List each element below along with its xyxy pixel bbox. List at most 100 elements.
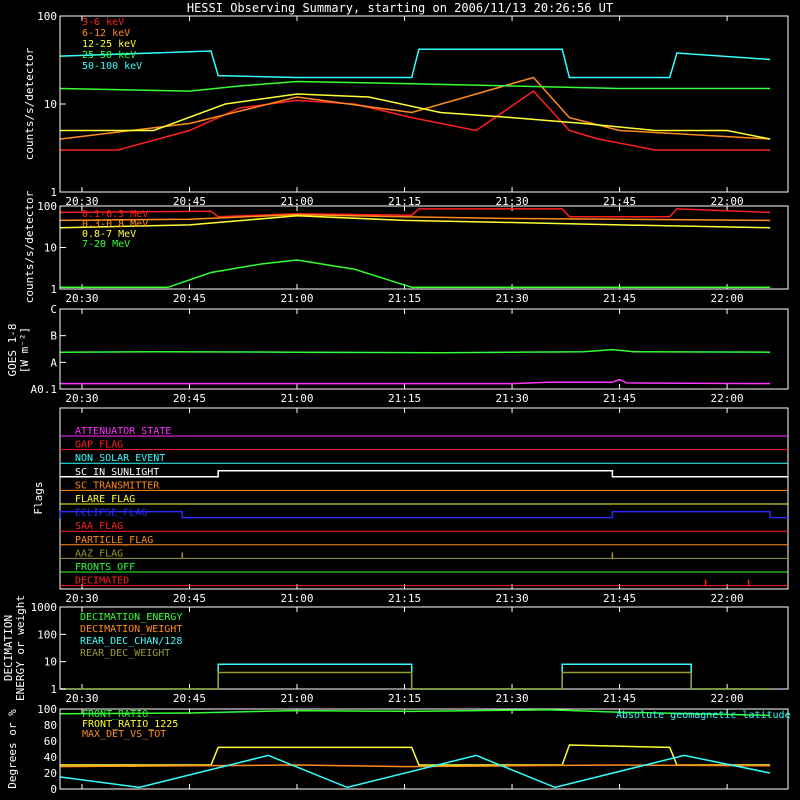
y-tick-label: A xyxy=(50,356,57,369)
y-tick-label: 1 xyxy=(50,186,57,199)
series-line-0-8-7-mev xyxy=(60,215,771,229)
y-tick-label: 1000 xyxy=(31,601,58,614)
flag-label: FLARE_FLAG xyxy=(75,494,135,505)
flag-label: ATTENUATOR_STATE xyxy=(75,426,171,437)
series-line-rear-dec-chan-128 xyxy=(60,663,771,690)
series-line-6-12-kev xyxy=(60,76,771,140)
y-tick-label: 100 xyxy=(37,703,57,716)
y-tick-label: 20 xyxy=(44,767,57,780)
y-tick-label: 10 xyxy=(44,98,57,111)
legend-entry: 0.1-0.3 MeV xyxy=(82,209,148,220)
time-tick-label: 21:00 xyxy=(280,592,313,605)
flag-label: NON_SOLAR_EVENT xyxy=(75,453,165,464)
time-tick-label: 21:30 xyxy=(495,692,528,705)
flag-label: DECIMATED xyxy=(75,576,129,587)
y-tick-label: B xyxy=(50,330,57,343)
legend-entry: DECIMATION_ENERGY xyxy=(80,612,182,623)
annotation-label: Absolute geomagnetic latitude xyxy=(616,710,791,721)
time-tick-label: 21:30 xyxy=(495,392,528,405)
page-title: HESSI Observing Summary, starting on 200… xyxy=(186,1,614,15)
y-tick-label: 80 xyxy=(44,719,57,732)
legend-entry: 0.8-7 MeV xyxy=(82,229,136,240)
time-tick-label: 21:30 xyxy=(495,292,528,305)
time-tick-label: 21:30 xyxy=(495,195,528,208)
decimation-ylabel-2: ENERGY or weight xyxy=(14,595,27,701)
legend-entry: 7-20 MeV xyxy=(82,239,130,250)
flag-label: ECLIPSE_FLAG xyxy=(75,508,147,519)
y-tick-label: 0 xyxy=(50,783,57,796)
ratio-frame xyxy=(59,708,789,790)
y-tick-label: 100 xyxy=(37,10,57,23)
time-tick-label: 22:00 xyxy=(711,592,744,605)
legend-entry: REAR_DEC_CHAN/128 xyxy=(80,636,182,647)
ratio-ylabel: Degrees or % xyxy=(6,709,19,789)
time-tick-label: 21:45 xyxy=(603,392,636,405)
hxr-frame xyxy=(59,15,789,193)
series-line-0-1-0-3-mev xyxy=(60,208,771,218)
legend-entry: DECIMATION_WEIGHT xyxy=(80,624,182,635)
time-tick-label: 21:15 xyxy=(388,292,421,305)
series-line-goes-1-8 xyxy=(60,348,771,354)
time-tick-label: 21:00 xyxy=(280,292,313,305)
y-tick-label: 40 xyxy=(44,751,57,764)
time-tick-label: 20:30 xyxy=(65,692,98,705)
time-tick-label: 20:45 xyxy=(173,195,206,208)
time-tick-label: 20:30 xyxy=(65,292,98,305)
decimation-ylabel: DECIMATION xyxy=(2,615,15,681)
time-tick-label: 21:00 xyxy=(280,195,313,208)
flag-label: GAP_FLAG xyxy=(75,440,123,451)
legend-entry: 6-12 keV xyxy=(82,28,130,39)
time-tick-label: 20:45 xyxy=(173,392,206,405)
gamma-ylabel: counts/s/detector xyxy=(23,190,36,303)
time-tick-label: 20:45 xyxy=(173,692,206,705)
flag-label: SC_TRANSMITTER xyxy=(75,480,160,491)
goes-ylabel: GOES 1-8 xyxy=(6,324,19,377)
y-tick-label: 10 xyxy=(44,242,57,255)
hxr-ylabel: counts/s/detector xyxy=(23,47,36,160)
time-tick-label: 21:45 xyxy=(603,195,636,208)
legend-entry: 50-100 keV xyxy=(82,61,142,72)
y-tick-label: 1 xyxy=(50,283,57,296)
series-line-12-25-kev xyxy=(60,93,771,140)
series-line-max-det-vs-tot xyxy=(60,764,771,768)
goes-ylabel-units: [W m⁻²] xyxy=(18,327,31,373)
series-line-goes-0-5-4 xyxy=(60,378,771,385)
goes-frame xyxy=(59,308,789,390)
series-line-front-ratio xyxy=(60,709,771,717)
time-tick-label: 22:00 xyxy=(711,292,744,305)
series-line-3-6-kev xyxy=(60,90,771,151)
time-tick-label: 20:30 xyxy=(65,592,98,605)
flag-line xyxy=(59,510,788,519)
y-tick-label: C xyxy=(50,303,57,316)
series-line-7-20-mev xyxy=(60,259,771,289)
time-tick-label: 21:15 xyxy=(388,392,421,405)
gamma-frame xyxy=(59,205,789,290)
series-line-0-3-0-8-mev xyxy=(60,213,771,222)
time-tick-label: 20:45 xyxy=(173,592,206,605)
legend-entry: REAR_DEC_WEIGHT xyxy=(80,648,170,659)
legend-entry: FRONT_RATIO xyxy=(82,709,148,720)
time-tick-label: 21:15 xyxy=(388,195,421,208)
flag-label: SC_IN_SUNLIGHT xyxy=(75,467,159,478)
time-tick-label: 22:00 xyxy=(711,692,744,705)
y-tick-label: 60 xyxy=(44,735,57,748)
series-line-rear-dec-weight xyxy=(60,671,771,690)
time-tick-label: 21:00 xyxy=(280,692,313,705)
time-tick-label: 21:45 xyxy=(603,692,636,705)
series-line-50-100-kev xyxy=(60,48,771,79)
time-tick-label: 21:00 xyxy=(280,392,313,405)
series-line-absolute-geomagnetic-latitude xyxy=(60,754,771,789)
series-line-25-50-kev xyxy=(60,80,771,92)
flag-label: AAZ_FLAG xyxy=(75,548,123,559)
time-tick-label: 21:15 xyxy=(388,692,421,705)
legend-entry: 3-6 keV xyxy=(82,17,124,28)
legend-entry: 0.3-0.8 MeV xyxy=(82,219,148,230)
flags-frame xyxy=(59,407,789,590)
flag-label: PARTICLE_FLAG xyxy=(75,535,153,546)
y-tick-label: A0.1 xyxy=(31,383,58,396)
legend-entry: 25-50 keV xyxy=(82,50,136,61)
y-tick-label: 10 xyxy=(44,656,57,669)
flag-line xyxy=(60,470,788,478)
legend-entry: 12-25 keV xyxy=(82,39,136,50)
